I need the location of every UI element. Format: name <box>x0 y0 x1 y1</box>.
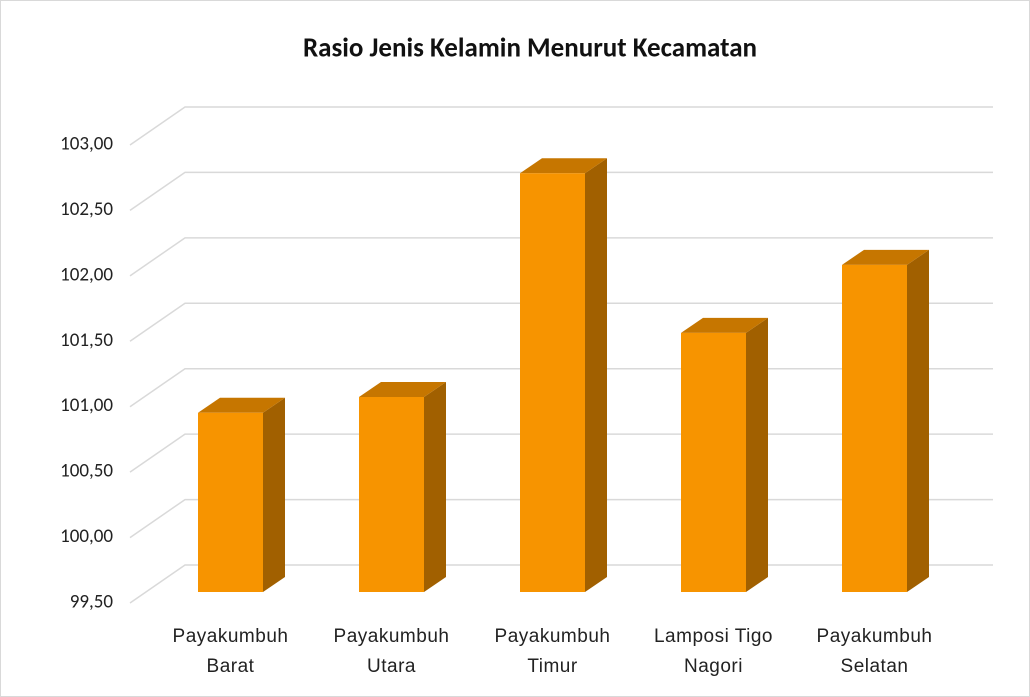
bar <box>359 382 446 592</box>
bar-top <box>842 249 929 265</box>
bar-top <box>359 382 446 398</box>
grid-line <box>129 171 993 212</box>
bar-top <box>198 397 285 413</box>
grid-line <box>129 106 993 146</box>
bar-front <box>198 412 263 592</box>
x-tick-label: Payakumbuh Selatan <box>816 626 933 677</box>
bar <box>520 158 607 592</box>
x-tick-label: Payakumbuh Timur <box>494 626 611 677</box>
bar-front <box>520 173 585 592</box>
bar-front <box>842 264 907 592</box>
y-tick-label: 101,50 <box>60 329 113 352</box>
y-tick-label: 100,00 <box>60 525 113 548</box>
bar-side <box>585 158 607 592</box>
bar-side <box>746 317 768 592</box>
y-tick-label: 103,00 <box>60 133 113 156</box>
y-tick-label: 100,50 <box>60 460 113 483</box>
grid-line <box>129 302 993 342</box>
x-tick-label: Payakumbuh Utara <box>333 626 450 677</box>
x-tick-label: Lamposi Tigo Nagori <box>653 626 773 677</box>
bar <box>681 317 768 592</box>
y-tick-label: 99,50 <box>70 591 114 614</box>
chart-title: Rasio Jenis Kelamin Menurut Kecamatan <box>303 32 757 65</box>
y-tick-label: 102,50 <box>60 198 113 221</box>
bar <box>842 249 929 592</box>
bar-top <box>681 317 768 333</box>
bar <box>198 397 285 592</box>
bar-side <box>263 397 285 592</box>
bar-front <box>359 397 424 592</box>
grid-line <box>129 237 993 277</box>
bar-side <box>424 382 446 592</box>
y-tick-label: 102,00 <box>60 263 113 286</box>
x-tick-label: Payakumbuh Barat <box>172 626 289 677</box>
bar-top <box>520 158 607 174</box>
bar-front <box>681 332 746 592</box>
bar-side <box>907 249 929 592</box>
y-tick-label: 101,00 <box>60 394 113 417</box>
